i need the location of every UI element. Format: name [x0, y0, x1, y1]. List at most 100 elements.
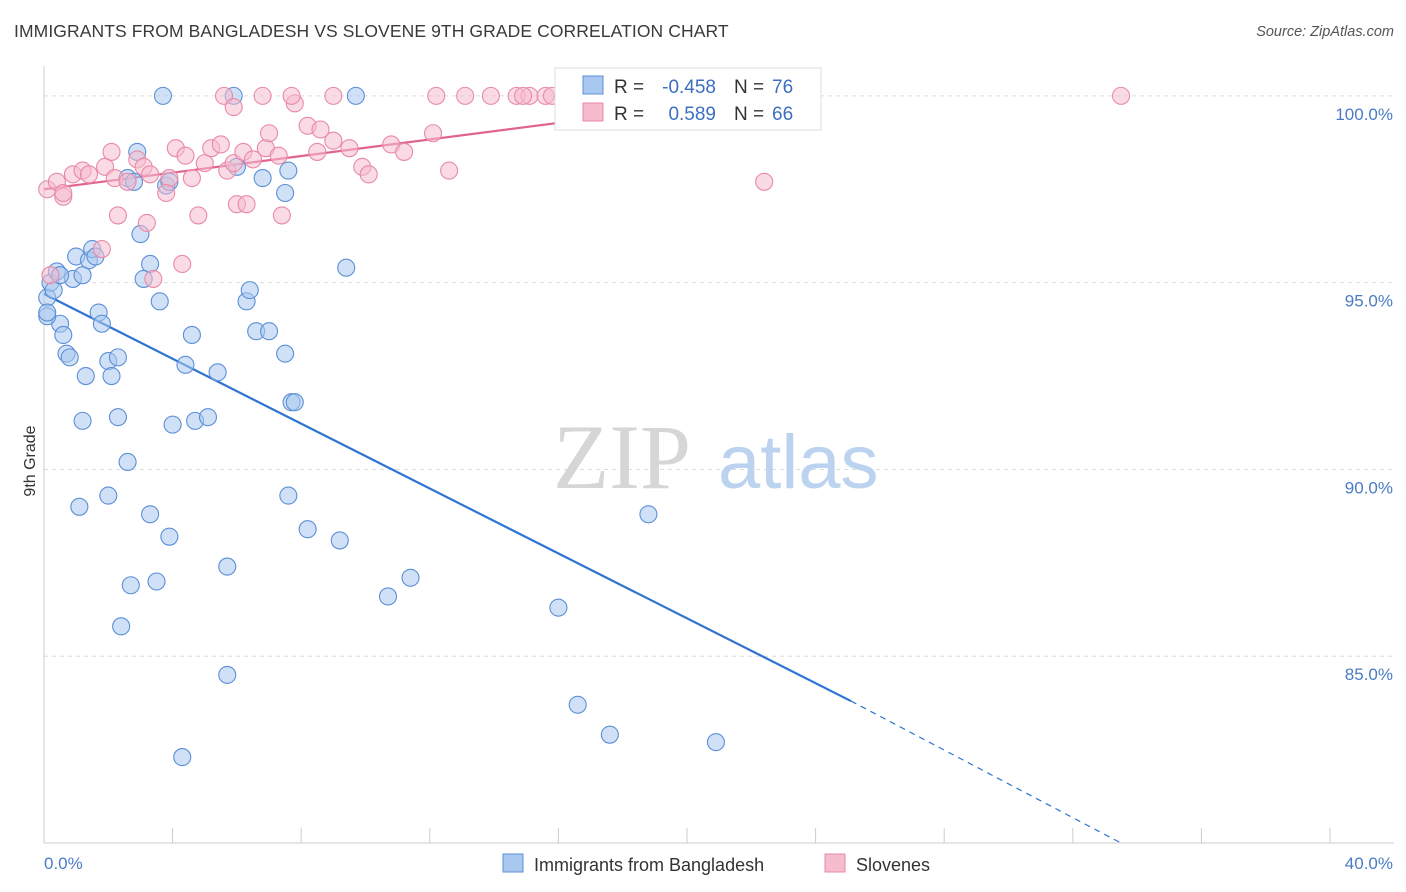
blue-data-point	[706, 733, 725, 752]
legend-swatch-pink	[582, 102, 604, 122]
pink-data-point	[308, 142, 327, 161]
blue-data-point	[337, 258, 356, 277]
pink-data-point	[456, 86, 475, 105]
y-tick-labels: 100.0% 95.0% 90.0% 85.0%	[1335, 105, 1393, 684]
pink-data-point	[79, 165, 99, 184]
bottom-legend-blue: Immigrants from Bangladesh	[534, 855, 764, 875]
blue-data-point	[118, 452, 137, 472]
blue-data-point	[108, 408, 127, 427]
pink-data-point	[144, 269, 163, 288]
blue-data-point	[141, 505, 160, 524]
legend-r-label: R =	[614, 77, 644, 98]
watermark-zip: ZIP	[553, 406, 691, 508]
blue-data-point	[163, 415, 182, 434]
pink-data-point	[195, 154, 214, 173]
pink-data-point	[359, 165, 378, 184]
bottom-legend-pink: Slovenes	[856, 855, 930, 875]
bottom-legend-swatch-blue	[502, 853, 524, 873]
blue-data-point	[60, 348, 79, 367]
blue-data-point	[121, 576, 140, 595]
blue-data-point	[600, 725, 619, 744]
blue-data-point	[276, 344, 295, 363]
chart-title: IMMIGRANTS FROM BANGLADESH VS SLOVENE 9T…	[14, 21, 729, 41]
pink-data-point	[253, 86, 272, 105]
blue-data-point	[38, 303, 57, 322]
pink-data-point	[311, 120, 330, 139]
blue-data-point	[153, 86, 173, 105]
pink-data-point	[108, 206, 127, 225]
pink-data-point	[243, 150, 263, 169]
pink-data-point	[54, 183, 73, 203]
blue-data-point	[102, 367, 121, 386]
blue-data-point	[70, 497, 89, 516]
bottom-legend: Immigrants from Bangladesh Slovenes	[502, 853, 930, 875]
blue-data-point	[73, 411, 92, 430]
pink-data-point	[427, 86, 446, 105]
y-tick-label: 100.0%	[1335, 105, 1393, 124]
pink-data-point	[182, 169, 201, 188]
pink-data-point	[1111, 86, 1131, 105]
pink-data-point	[160, 169, 179, 188]
legend-swatch-blue	[582, 75, 604, 95]
pink-data-point	[224, 98, 243, 117]
pink-data-point	[481, 86, 500, 105]
pink-data-point	[340, 139, 359, 158]
blue-data-point	[240, 281, 259, 300]
blue-data-point	[208, 363, 227, 382]
y-tick-label: 95.0%	[1345, 292, 1393, 311]
blue-data-point	[150, 292, 169, 311]
blue-data-point	[92, 314, 111, 333]
x-tick-min: 0.0%	[44, 854, 83, 873]
pink-data-point	[324, 86, 343, 105]
pink-data-point	[755, 172, 774, 191]
blue-data-point	[276, 183, 295, 203]
blue-data-point	[549, 598, 568, 617]
blue-data-point	[176, 355, 195, 374]
blue-data-point	[112, 617, 131, 636]
pink-data-point	[269, 146, 288, 165]
gridlines	[44, 95, 1394, 657]
blue-data-point	[639, 505, 658, 524]
legend-r-label-2: R =	[614, 104, 644, 125]
blue-data-point	[330, 531, 349, 550]
blue-data-point	[378, 587, 398, 606]
blue-data-point	[285, 393, 304, 412]
blue-data-point	[54, 325, 73, 345]
legend-n-pink: 66	[772, 104, 793, 125]
y-tick-label: 85.0%	[1345, 665, 1393, 684]
blue-data-point	[218, 557, 237, 576]
pink-data-point	[189, 206, 208, 225]
legend-n-blue: 76	[772, 77, 793, 98]
pink-data-point	[157, 183, 176, 203]
blue-data-point	[182, 325, 201, 345]
pink-data-point	[92, 239, 111, 259]
blue-data-point	[346, 86, 365, 105]
pink-data-point	[237, 195, 256, 214]
blue-data-point	[173, 748, 192, 767]
x-tick-max: 40.0%	[1345, 854, 1393, 873]
legend-r-blue: -0.458	[662, 77, 716, 98]
blue-data-point	[298, 520, 317, 539]
pink-data-point	[259, 124, 279, 143]
pink-data-point	[173, 254, 192, 274]
pink-data-point	[324, 131, 343, 150]
blue-data-point	[73, 266, 92, 285]
pink-data-point	[141, 165, 160, 184]
blue-data-point	[253, 169, 272, 188]
bottom-legend-swatch-pink	[824, 853, 846, 873]
pink-data-point	[137, 213, 156, 232]
pink-data-point	[282, 86, 301, 105]
pink-data-point	[102, 142, 121, 161]
pink-data-point	[118, 172, 137, 191]
blue-data-point	[259, 322, 279, 341]
blue-data-point	[401, 568, 420, 587]
blue-data-point	[279, 486, 298, 505]
blue-data-point	[279, 161, 298, 180]
legend-n-label-2: N =	[734, 104, 764, 125]
pink-data-point	[423, 124, 443, 143]
legend-box: R = -0.458 N = 76 R = 0.589 N = 66	[554, 67, 822, 131]
blue-data-point	[198, 408, 218, 427]
pink-data-point	[440, 161, 459, 180]
blue-trend-extension	[850, 700, 1122, 844]
blue-data-point	[141, 254, 160, 274]
